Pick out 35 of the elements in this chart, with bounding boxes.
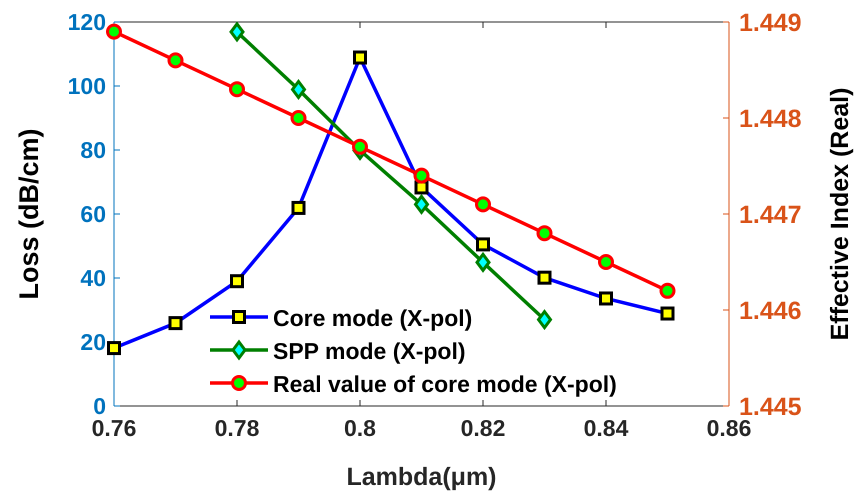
point [476,252,490,272]
legend-label: Core mode (X-pol) [273,305,472,331]
legend-label: Real value of core mode (X-pol) [273,371,617,397]
x-tick-label: 0.84 [584,415,629,441]
point [229,81,245,98]
y-tick-label: 20 [80,329,106,355]
point [660,282,676,299]
y-tick-label: 60 [80,201,106,227]
point [168,52,184,68]
point [414,194,429,214]
point [290,110,306,126]
y-tick-label: 40 [80,265,106,291]
y2-tick-label: 1.448 [739,105,802,133]
y-tick-label: 80 [80,137,106,163]
x-tick-label: 0.82 [460,415,506,441]
y2-axis-title: Effective Index (Real) [826,88,854,340]
point [291,80,306,100]
x-axis-title: Lambda(μm) [346,463,497,491]
point [536,225,552,242]
point [230,22,244,42]
y-tick-label: 120 [68,9,106,35]
point [598,254,614,270]
point [352,138,368,155]
y2-tick-label: 1.446 [739,297,802,325]
point [537,310,552,330]
point [475,196,491,212]
x-tick-label: 0.8 [344,415,376,441]
point [414,168,430,184]
y-tick-label: 100 [68,73,106,99]
y2-tick-label: 1.447 [739,201,802,229]
y2-tick-label: 1.449 [739,9,802,37]
y-axis-title: Loss (dB/cm) [14,128,44,300]
x-tick-label: 0.78 [214,415,260,441]
point [106,24,122,40]
legend-label: SPP mode (X-pol) [273,338,466,364]
